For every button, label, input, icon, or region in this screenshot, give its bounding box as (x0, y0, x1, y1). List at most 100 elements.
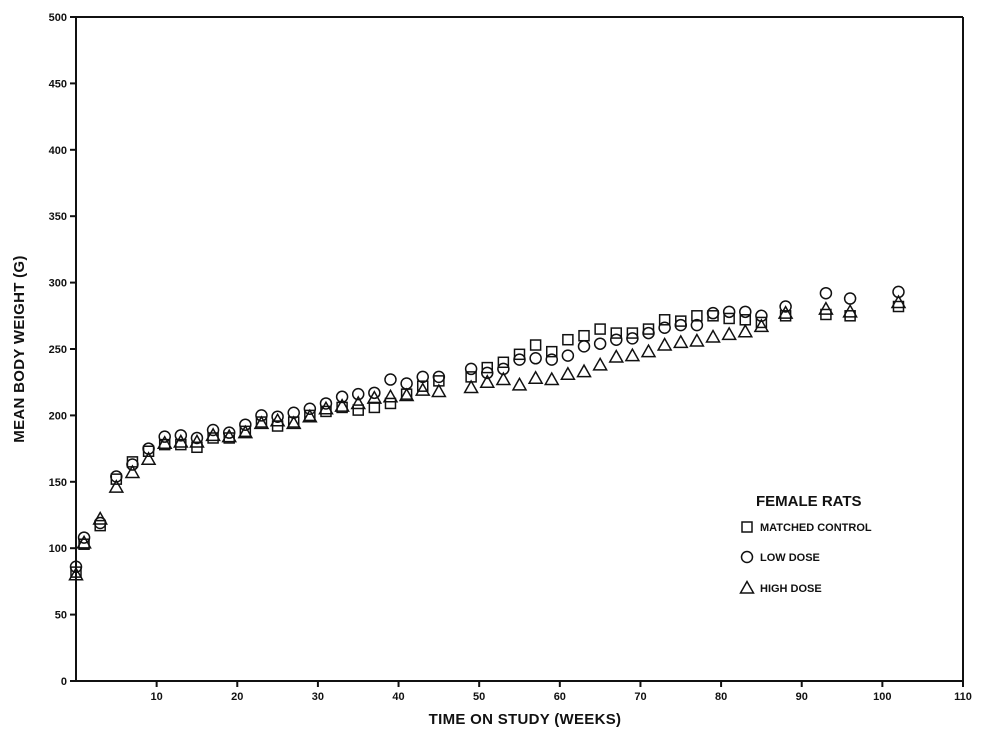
high-dose-point (777, 305, 794, 319)
matched-control-point (529, 339, 542, 351)
low-dose-point (158, 430, 171, 443)
matched-control-point (384, 397, 397, 410)
high-dose-point (527, 370, 544, 384)
high-dose-point (366, 390, 383, 404)
high-dose-point (302, 408, 318, 423)
high-dose-point (511, 376, 528, 391)
low-dose-point (561, 349, 575, 362)
x-tick-label: 60 (554, 691, 566, 703)
high-dose-point (68, 566, 84, 581)
low-dose-point (303, 402, 317, 416)
y-tick-label: 450 (49, 78, 67, 90)
y-tick-label: 50 (55, 610, 67, 622)
y-tick-label: 400 (49, 145, 67, 157)
low-dose-point (739, 305, 752, 319)
matched-control-point (416, 380, 429, 392)
low-dose-point (593, 337, 607, 350)
high-dose-point (495, 371, 512, 386)
low-dose-point (255, 409, 268, 422)
legend-label-low-dose: LOW DOSE (760, 552, 820, 564)
x-tick-label: 50 (473, 691, 485, 703)
high-dose-point (608, 348, 625, 363)
legend-marker-high-dose (739, 579, 755, 594)
low-dose-point (706, 306, 720, 320)
legend-marker-matched-control (741, 521, 753, 533)
high-dose-point (672, 334, 689, 349)
x-tick-label: 30 (312, 691, 324, 703)
y-tick-label: 100 (49, 543, 67, 555)
matched-control-point (594, 323, 606, 335)
high-dose-point (398, 387, 415, 402)
high-dose-point (318, 400, 334, 415)
high-dose-point (382, 388, 399, 403)
low-dose-point (206, 423, 220, 437)
x-tick-label: 70 (634, 691, 646, 703)
high-dose-point (431, 383, 447, 398)
high-dose-point (721, 326, 737, 341)
high-dose-point (656, 336, 673, 351)
matched-control-point (513, 348, 526, 361)
low-dose-point (174, 429, 188, 442)
y-tick-label: 300 (49, 278, 67, 290)
high-dose-point (221, 428, 237, 443)
low-dose-point (722, 305, 736, 319)
high-dose-point (479, 374, 496, 388)
high-dose-point (285, 415, 302, 430)
y-axis: 0 50 100 150 200 250 300 350 400 450 500 (49, 12, 76, 688)
high-dose-point (705, 329, 721, 343)
legend-label-high-dose: HIGH DOSE (760, 583, 822, 595)
high-dose-point (576, 363, 592, 378)
y-tick-label: 0 (61, 676, 67, 688)
x-tick-label: 10 (151, 691, 163, 703)
low-dose-point (545, 353, 559, 366)
high-dose-point (624, 347, 641, 362)
low-dose-point (351, 387, 365, 401)
high-dose-point (124, 464, 141, 479)
high-dose-point (253, 415, 270, 430)
low-dose-point (819, 286, 833, 300)
matched-control-point (642, 323, 655, 335)
high-dose-point (689, 333, 705, 347)
low-dose-point (642, 326, 655, 340)
legend: FEMALE RATS MATCHED CONTROL LOW DOSE HIGH … (739, 493, 872, 595)
matched-control-point (368, 401, 381, 414)
high-dose-point (189, 433, 205, 448)
high-dose-point (269, 412, 286, 427)
matched-control-point (546, 345, 558, 358)
series-high-dose (68, 294, 907, 581)
low-dose-point (690, 318, 704, 332)
matched-control-point (497, 356, 510, 369)
low-dose-point (674, 318, 688, 332)
low-dose-point (368, 386, 381, 400)
x-axis: 10 20 30 40 50 60 70 80 90 100 110 (151, 681, 972, 703)
low-dose-point (513, 353, 526, 366)
low-dose-point (480, 366, 494, 380)
high-dose-point (463, 379, 479, 394)
matched-control-point (578, 329, 590, 342)
matched-control-point (352, 404, 364, 416)
low-dose-point (239, 418, 252, 431)
low-dose-point (577, 340, 591, 353)
y-tick-label: 500 (49, 12, 67, 24)
matched-control-point (755, 316, 768, 329)
matched-control-point (626, 327, 639, 339)
series-matched-control (70, 300, 905, 578)
matched-control-point (610, 327, 623, 339)
low-dose-point (77, 531, 91, 544)
high-dose-point (543, 371, 560, 386)
x-tick-label: 90 (796, 691, 808, 703)
high-dose-point (753, 318, 770, 333)
high-dose-point (92, 510, 108, 525)
high-dose-point (173, 433, 189, 448)
high-dose-point (108, 479, 125, 493)
x-tick-label: 80 (715, 691, 727, 703)
high-dose-point (237, 424, 254, 439)
y-tick-label: 250 (49, 344, 67, 356)
low-dose-point (610, 333, 623, 346)
legend-marker-low-dose (740, 550, 754, 564)
low-dose-point (843, 292, 857, 305)
high-dose-point (890, 294, 907, 309)
matched-control-point (691, 310, 703, 322)
low-dose-point (69, 560, 83, 574)
x-tick-label: 20 (231, 691, 243, 703)
